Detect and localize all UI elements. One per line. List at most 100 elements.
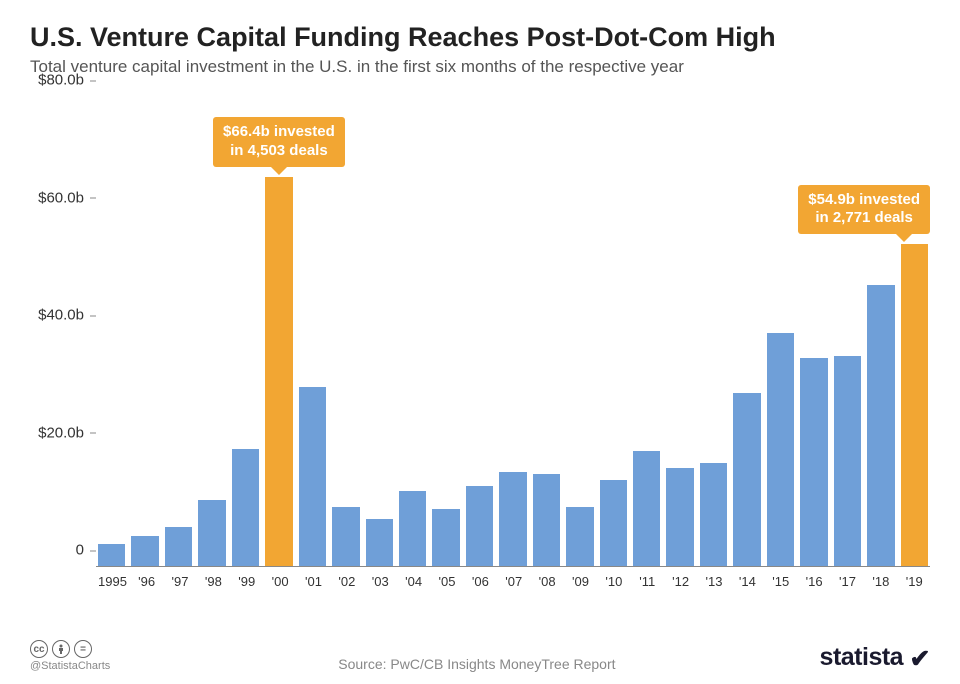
bar-slot [499, 97, 526, 566]
x-tick-label: '19 [901, 570, 928, 592]
x-tick-label: '17 [834, 570, 861, 592]
bar-slot [566, 97, 593, 566]
bar [466, 486, 493, 566]
bar-slot [700, 97, 727, 566]
statista-logo: statista ✔ [820, 642, 930, 672]
y-axis: 0$20.0b$40.0b$60.0b$80.0b [30, 97, 90, 567]
bar [432, 509, 459, 566]
bar [499, 472, 526, 566]
cc-icon: cc [30, 640, 48, 658]
bar-slot [432, 97, 459, 566]
bar [332, 507, 359, 566]
x-tick-label: '00 [266, 570, 293, 592]
bar [98, 544, 125, 566]
bar [666, 468, 693, 566]
x-tick-label: '11 [634, 570, 661, 592]
by-icon [52, 640, 70, 658]
x-tick-label: '10 [600, 570, 627, 592]
bar-slot [366, 97, 393, 566]
bars-container [96, 97, 930, 566]
chart-area: 0$20.0b$40.0b$60.0b$80.0b $66.4b investe… [76, 97, 930, 592]
bar-slot [165, 97, 192, 566]
y-tick-label: $20.0b [30, 424, 90, 441]
bar [700, 463, 727, 566]
chart-title: U.S. Venture Capital Funding Reaches Pos… [30, 22, 930, 53]
bar-slot [901, 97, 928, 566]
x-tick-label: '14 [734, 570, 761, 592]
x-tick-label: '08 [533, 570, 560, 592]
callout: $66.4b investedin 4,503 deals [213, 117, 345, 167]
bar-slot [633, 97, 660, 566]
bar [834, 356, 861, 566]
callout: $54.9b investedin 2,771 deals [798, 185, 930, 235]
bar [165, 527, 192, 566]
bar-slot [98, 97, 125, 566]
bar [633, 451, 660, 566]
bar-slot [198, 97, 225, 566]
y-tick: 0 [30, 542, 90, 559]
bar [131, 536, 158, 566]
callout-line1: $66.4b invested [223, 123, 335, 142]
y-tick: $40.0b [30, 307, 90, 324]
bar [533, 474, 560, 566]
bar-slot [533, 97, 560, 566]
x-tick-label: '16 [800, 570, 827, 592]
x-tick-label: '05 [433, 570, 460, 592]
x-tick-label: '09 [567, 570, 594, 592]
bar [600, 480, 627, 566]
callout-line1: $54.9b invested [808, 191, 920, 210]
bar [767, 333, 794, 566]
y-tick: $80.0b [30, 72, 90, 89]
x-tick-label: '07 [500, 570, 527, 592]
x-tick-label: '02 [333, 570, 360, 592]
nd-icon: = [74, 640, 92, 658]
bar-slot [466, 97, 493, 566]
bar [800, 358, 827, 566]
y-tick-label: $40.0b [30, 307, 90, 324]
x-tick-label: 1995 [98, 570, 127, 592]
bar-slot [733, 97, 760, 566]
bar-slot [600, 97, 627, 566]
callout-line2: in 4,503 deals [223, 142, 335, 161]
x-tick-label: '99 [233, 570, 260, 592]
bar-slot [399, 97, 426, 566]
x-tick-label: '01 [300, 570, 327, 592]
bar [399, 491, 426, 566]
y-tick-label: 0 [30, 542, 90, 559]
bar [867, 285, 894, 566]
bar [901, 244, 928, 566]
y-tick: $20.0b [30, 424, 90, 441]
x-tick-label: '12 [667, 570, 694, 592]
x-tick-label: '96 [133, 570, 160, 592]
callout-line2: in 2,771 deals [808, 209, 920, 228]
bar-slot [299, 97, 326, 566]
bar [265, 177, 292, 566]
bar-slot [800, 97, 827, 566]
bar-slot [867, 97, 894, 566]
bar-slot [131, 97, 158, 566]
bar-slot [332, 97, 359, 566]
bar [299, 387, 326, 566]
x-tick-label: '04 [400, 570, 427, 592]
footer: cc = @StatistaCharts Source: PwC/CB Insi… [30, 640, 930, 672]
bar [733, 393, 760, 566]
bar-slot [834, 97, 861, 566]
x-tick-label: '98 [200, 570, 227, 592]
y-tick-label: $80.0b [30, 72, 90, 89]
x-tick-label: '97 [166, 570, 193, 592]
y-tick-label: $60.0b [30, 189, 90, 206]
bar [232, 449, 259, 566]
twitter-handle: @StatistaCharts [30, 660, 110, 672]
y-tick: $60.0b [30, 189, 90, 206]
bar [198, 500, 225, 566]
x-tick-label: '03 [367, 570, 394, 592]
x-tick-label: '13 [700, 570, 727, 592]
bar [366, 519, 393, 566]
cc-license-icons: cc = [30, 640, 110, 658]
bar-slot [232, 97, 259, 566]
plot-area: $66.4b investedin 4,503 deals $54.9b inve… [96, 97, 930, 567]
bar-slot [767, 97, 794, 566]
x-axis-labels: 1995'96'97'98'99'00'01'02'03'04'05'06'07… [96, 570, 930, 592]
x-tick-label: '18 [867, 570, 894, 592]
source-text: Source: PwC/CB Insights MoneyTree Report [338, 656, 615, 672]
